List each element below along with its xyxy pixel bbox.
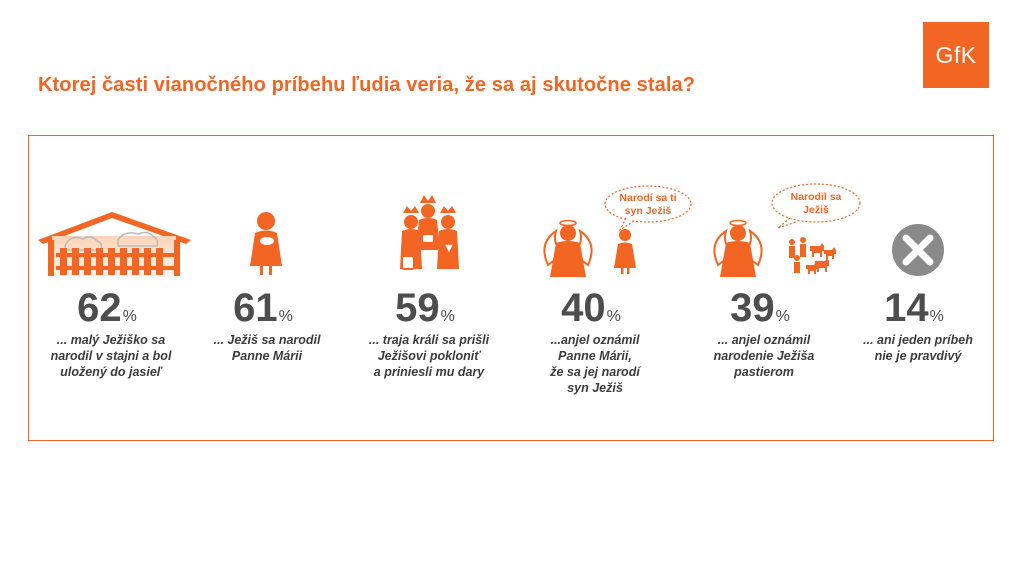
angel-mary-icon — [543, 219, 636, 277]
stable-icon — [38, 212, 191, 276]
value-marks: 62% ... malý Ježiško sa narodil v stajni a… — [51, 286, 974, 395]
caption-line: ... malý Ježiško sa — [57, 333, 165, 347]
caption-line: ... traja králi sa prišli — [369, 333, 490, 347]
caption-line: narodenie Ježiša — [714, 349, 815, 363]
chart-frame — [28, 135, 994, 441]
caption-line: ... anjel oznámil — [718, 333, 811, 347]
bubble-2-line-2: Ježiš — [803, 204, 829, 216]
value-label: 61% — [233, 286, 293, 330]
three-kings-icon — [400, 195, 459, 270]
bubble-1-line-1: Narodí sa ti — [619, 192, 676, 204]
gfk-logo: GfK — [923, 22, 989, 88]
speech-bubble-2: Narodil sa Ježiš — [771, 183, 861, 229]
caption-line: a priniesli mu dary — [374, 365, 486, 379]
caption-line: pastierom — [733, 365, 794, 379]
bubble-1-line-2: syn Ježiš — [625, 205, 672, 217]
value-label: 14% — [884, 286, 944, 330]
caption-line: ... Ježiš sa narodil — [214, 333, 322, 347]
caption-line: syn Ježiš — [567, 381, 623, 395]
caption-line: narodil v stajni a bol — [51, 349, 172, 363]
value-label: 59% — [395, 286, 455, 330]
value-label: 39% — [730, 286, 790, 330]
mary-icon — [250, 212, 282, 275]
value-label: 40% — [561, 286, 621, 330]
cross-icon — [892, 224, 944, 276]
caption-line: ...anjel oznámil — [551, 333, 640, 347]
caption-line: Ježišovi pokloniť — [378, 349, 482, 363]
caption-line: Panne Márii — [232, 349, 303, 363]
angel-shepherds-icon — [713, 219, 836, 277]
value-label: 62% — [77, 286, 137, 330]
caption-line: Panne Márii, — [558, 349, 632, 363]
bubble-2-line-1: Narodil sa — [791, 191, 842, 203]
speech-bubble-1: Narodí sa ti syn Ježiš — [604, 185, 692, 232]
page-title: Ktorej časti vianočného príbehu ľudia ve… — [38, 74, 696, 96]
caption-line: uložený do jasieľ — [60, 365, 163, 379]
caption-line: nie je pravdivý — [875, 349, 963, 363]
caption-line: že sa jej narodí — [549, 365, 641, 379]
caption-line: ... ani jeden príbeh — [863, 333, 973, 347]
